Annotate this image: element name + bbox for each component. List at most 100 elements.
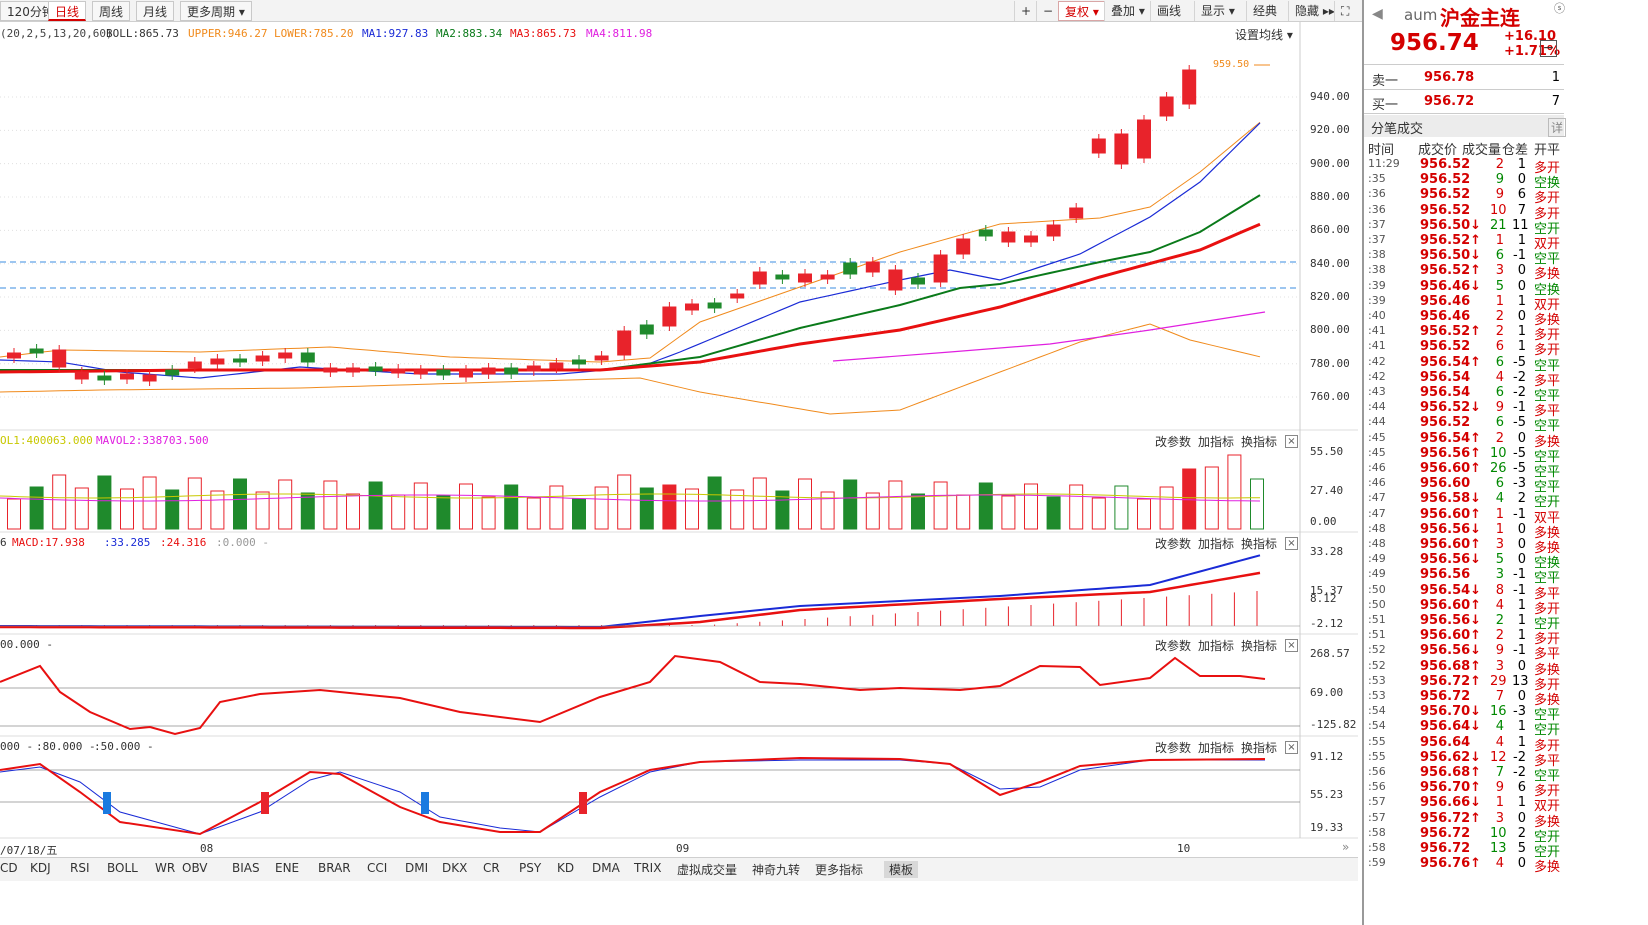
indicator-tab-8[interactable]: BRAR	[318, 861, 351, 875]
indicator-tab-16[interactable]: TRIX	[634, 861, 662, 875]
trade-cell: 956.52↑	[1420, 263, 1482, 279]
trade-row: :36 956.52 9 6 多开	[1364, 187, 1564, 206]
indicator-tab-18[interactable]: 神奇九转	[752, 863, 801, 877]
info-icon[interactable]: ⓢ	[1554, 2, 1565, 15]
candle	[142, 374, 157, 382]
draw-line-button[interactable]: 画线	[1150, 1, 1188, 21]
candle	[865, 261, 880, 273]
trade-cell: :37	[1368, 233, 1386, 246]
indicator-tab-13[interactable]: PSY	[519, 861, 542, 875]
indicator-tab-4[interactable]: WR	[155, 861, 176, 875]
volume-bar	[210, 490, 225, 530]
indicator-tab-9[interactable]: CCI	[367, 861, 388, 875]
trade-cell: :59	[1368, 856, 1386, 870]
indicator-tab-0[interactable]: CD	[0, 861, 18, 875]
trade-cell: 空开	[1534, 221, 1561, 237]
trade-cell: 1	[1517, 597, 1526, 613]
indicator-tab-20[interactable]: 模板	[884, 861, 919, 878]
candle	[1046, 224, 1061, 237]
macd-add-indicator[interactable]: 加指标	[1198, 537, 1235, 551]
indicator-tab-2[interactable]: RSI	[70, 861, 90, 875]
main-y-tick: 940.00	[1310, 90, 1350, 103]
indicator-tab-11[interactable]: DKX	[442, 861, 468, 875]
prev-arrow-icon[interactable]: ◀	[1372, 6, 1383, 22]
cci-add-indicator[interactable]: 加指标	[1198, 639, 1235, 653]
cci-close-icon[interactable]: ×	[1285, 639, 1298, 652]
classic-button[interactable]: 经典	[1246, 1, 1284, 21]
zoom-out-button[interactable]: −	[1036, 1, 1060, 21]
kd-add-indicator[interactable]: 加指标	[1198, 741, 1235, 755]
indicator-tab-19[interactable]: 更多指标	[815, 863, 864, 877]
vol-close-icon[interactable]: ×	[1285, 435, 1298, 448]
trade-cell: :39	[1368, 278, 1386, 292]
kd-switch-indicator[interactable]: 换指标	[1241, 741, 1278, 755]
indicator-tab-3[interactable]: BOLL	[107, 861, 138, 875]
hide-button[interactable]: 隐藏 ▸▸	[1288, 1, 1341, 21]
indicator-tab-15[interactable]: DMA	[592, 861, 620, 875]
ask-label: 卖一	[1372, 74, 1399, 89]
indicator-tab-1[interactable]: KDJ	[30, 861, 51, 875]
fuquan-button[interactable]: 复权 ▾	[1058, 1, 1106, 21]
trade-cell: 956.60↑	[1420, 461, 1482, 476]
vol-add-indicator[interactable]: 加指标	[1198, 435, 1235, 449]
trade-cell: 1	[1517, 734, 1526, 750]
trade-cell: 多换	[1534, 313, 1561, 328]
fullscreen-icon[interactable]: ⛶	[1334, 1, 1358, 21]
indicator-tab-6[interactable]: BIAS	[232, 861, 260, 875]
indicator-tab-14[interactable]: KD	[557, 861, 575, 875]
volume-bar	[300, 492, 315, 530]
trades-detail-button[interactable]: 详	[1548, 118, 1567, 137]
zoom-in-button[interactable]: +	[1014, 1, 1038, 21]
ma4-value: MA4:811.98	[586, 27, 653, 40]
period-tab-120min[interactable]: 120分钟	[0, 1, 61, 21]
volume-bar	[572, 498, 586, 530]
indicator-tab-12[interactable]: CR	[483, 861, 500, 875]
trade-cell: -3	[1513, 476, 1526, 492]
macd-close-icon[interactable]: ×	[1285, 537, 1298, 550]
period-tab-more[interactable]: 更多周期 ▾	[180, 1, 252, 21]
macd-switch-indicator[interactable]: 换指标	[1241, 537, 1278, 551]
trade-cell: :38	[1368, 263, 1386, 277]
trade-cell: 6	[1517, 187, 1526, 203]
trade-cell: 956.56↓	[1420, 521, 1482, 537]
scroll-right-icon[interactable]: »	[1342, 840, 1350, 854]
trade-cell: 956.60↑	[1420, 537, 1482, 552]
indicator-tab-7[interactable]: ENE	[275, 861, 300, 875]
volume-bar	[865, 492, 880, 530]
vol-change-params[interactable]: 改参数	[1155, 435, 1192, 449]
period-tab-daily[interactable]: 日线	[48, 1, 87, 21]
x-axis-month-09: 09	[676, 842, 690, 855]
indicator-tab-17[interactable]: 虚拟成交量	[677, 863, 738, 877]
period-tab-monthly[interactable]: 月线	[136, 1, 175, 21]
macd-change-params[interactable]: 改参数	[1155, 537, 1192, 551]
chart-svg[interactable]	[0, 22, 1358, 857]
trade-cell: -5	[1513, 461, 1526, 476]
overlay-button[interactable]: 叠加 ▾	[1104, 1, 1151, 21]
trade-cell: 1	[1495, 506, 1504, 522]
kd-close-icon[interactable]: ×	[1285, 741, 1298, 754]
candle	[210, 358, 225, 365]
display-button[interactable]: 显示 ▾	[1194, 1, 1241, 21]
period-tab-weekly[interactable]: 周线	[92, 1, 131, 21]
set-ma-button[interactable]: 设置均线 ▾	[1235, 28, 1293, 42]
indicator-tabbar: CD KDJ RSI BOLL WR OBV BIAS ENE BRAR CCI DMI DKX CR P…	[0, 857, 1358, 881]
kd-change-params[interactable]: 改参数	[1155, 741, 1192, 755]
trade-cell: 956.60↑	[1420, 506, 1482, 522]
trade-cell: 956.54	[1420, 385, 1471, 400]
trade-row: :36 956.52 10 7 多开	[1364, 203, 1564, 222]
indicator-tab-5[interactable]: OBV	[182, 861, 208, 875]
collapse-icon[interactable]: −	[1540, 40, 1557, 57]
vol-switch-indicator[interactable]: 换指标	[1241, 435, 1278, 449]
cci-switch-indicator[interactable]: 换指标	[1241, 639, 1278, 653]
candle	[165, 369, 180, 376]
trade-cell: 956.50↓	[1420, 248, 1482, 264]
trade-cell: 956.46	[1420, 293, 1471, 309]
cci-change-params[interactable]: 改参数	[1155, 639, 1192, 653]
indicator-tab-10[interactable]: DMI	[405, 861, 429, 875]
volume-bar	[323, 480, 338, 530]
trade-cell: 0	[1517, 309, 1526, 324]
candle	[730, 293, 745, 299]
ma3-value: MA3:865.73	[510, 27, 577, 40]
lower-value: LOWER:785.20	[274, 27, 354, 40]
trade-cell: 多开	[1534, 632, 1561, 648]
